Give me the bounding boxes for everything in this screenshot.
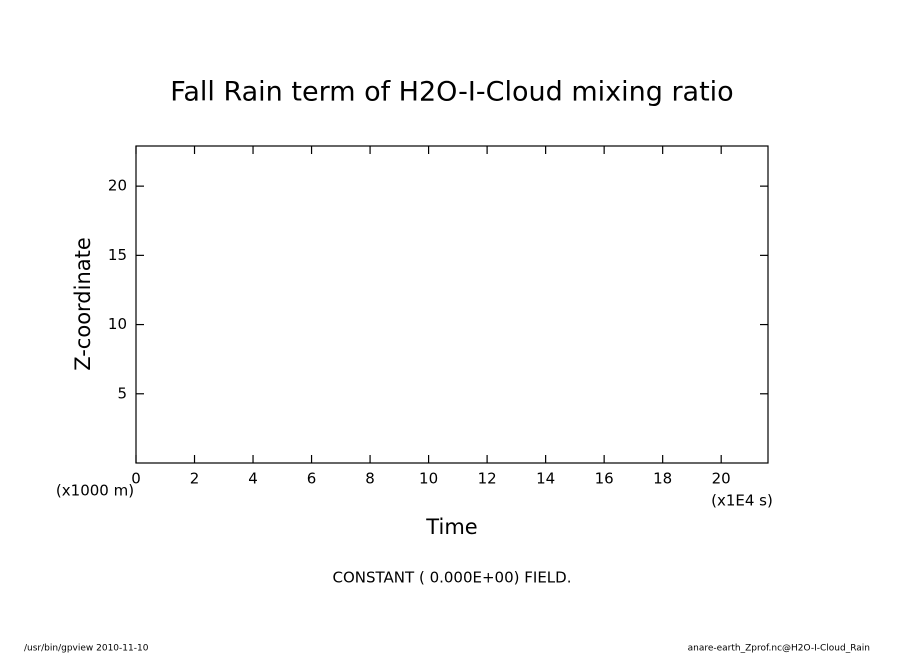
x-tick-label: 0 — [131, 470, 141, 488]
x-tick-label: 10 — [419, 470, 438, 488]
chart-title: Fall Rain term of H2O-I-Cloud mixing rat… — [170, 77, 733, 108]
y-tick-label: 15 — [108, 246, 127, 264]
y-unit: (x1000 m) — [56, 482, 134, 500]
x-tick-label: 2 — [190, 470, 200, 488]
x-tick-label: 12 — [478, 470, 497, 488]
x-axis-label: Time — [425, 515, 477, 539]
y-axis-label: Z-coordinate — [71, 237, 95, 371]
y-tick-label: 20 — [108, 177, 127, 195]
x-tick-label: 6 — [307, 470, 317, 488]
footer-left: /usr/bin/gpview 2010-11-10 — [24, 644, 149, 654]
x-tick-label: 8 — [365, 470, 375, 488]
plot-frame — [135, 145, 769, 464]
y-tick-label: 10 — [108, 315, 127, 333]
x-unit: (x1E4 s) — [711, 492, 773, 510]
x-tick-label: 20 — [712, 470, 731, 488]
footer-right: anare-earth_Zprof.nc@H2O-I-Cloud_Rain — [688, 644, 870, 654]
x-tick-label: 18 — [653, 470, 672, 488]
annotation: CONSTANT ( 0.000E+00) FIELD. — [333, 569, 572, 587]
x-tick-label: 4 — [248, 470, 258, 488]
y-tick-label: 5 — [117, 384, 127, 402]
x-tick-label: 14 — [536, 470, 555, 488]
x-tick-label: 16 — [595, 470, 614, 488]
